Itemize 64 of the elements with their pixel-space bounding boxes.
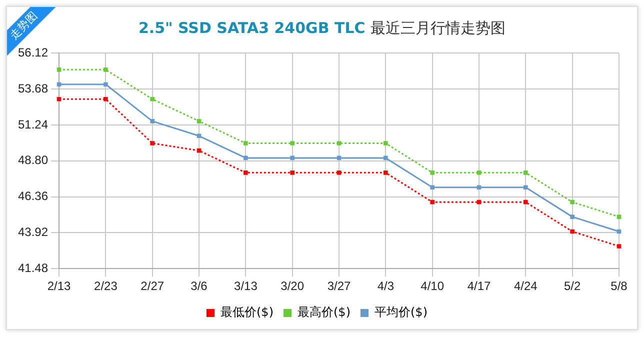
point	[476, 185, 482, 190]
point	[336, 170, 342, 175]
point	[104, 68, 108, 72]
x-tick-label: 2/27	[140, 279, 164, 294]
point	[104, 82, 108, 87]
point	[336, 141, 342, 146]
x-tick-label: 2/23	[94, 279, 118, 294]
point	[290, 170, 295, 175]
legend-label: 最高价($)	[298, 305, 350, 320]
text: 走势图	[7, 9, 40, 42]
point	[476, 200, 482, 204]
x-tick-label: 4/17	[467, 279, 492, 294]
point	[244, 141, 248, 146]
point	[430, 170, 435, 175]
x-tick-label: 4/3	[377, 279, 394, 294]
point	[336, 156, 342, 160]
point	[56, 96, 62, 102]
y-tick-label: 48.80	[18, 153, 48, 168]
point	[384, 170, 388, 175]
point	[56, 68, 62, 72]
point	[616, 229, 622, 234]
x-tick-label: 5/2	[564, 279, 581, 294]
point	[196, 148, 202, 153]
point	[430, 185, 435, 190]
point	[150, 119, 155, 124]
point	[384, 156, 388, 160]
y-tick-label: 53.68	[18, 81, 48, 96]
legend-label: 平均价($)	[374, 305, 428, 320]
x-tick-label: 4/24	[514, 279, 538, 294]
point	[104, 96, 108, 102]
point	[524, 170, 528, 175]
point	[524, 200, 528, 204]
point	[150, 96, 155, 102]
point	[244, 170, 248, 175]
point	[430, 200, 435, 204]
point	[524, 185, 528, 190]
legend-label: 最低价($)	[220, 305, 274, 320]
point	[476, 170, 482, 175]
point	[570, 214, 574, 219]
x-tick-label: 3/6	[190, 279, 208, 294]
x-tick-label: 3/20	[280, 279, 304, 294]
y-tick-label: 41.48	[18, 260, 48, 275]
y-tick-label: 56.12	[18, 46, 48, 60]
point	[570, 200, 574, 204]
point	[290, 156, 295, 160]
point	[150, 141, 155, 146]
y-tick-label: 51.24	[18, 117, 48, 132]
point	[384, 141, 388, 146]
point	[244, 156, 248, 160]
point	[616, 214, 622, 219]
point	[196, 119, 202, 124]
point	[570, 229, 574, 234]
x-tick-label: 4/10	[420, 279, 444, 294]
x-tick-label: 2/13	[47, 279, 72, 294]
y-tick-label: 43.92	[18, 225, 48, 240]
point	[290, 141, 295, 146]
point	[196, 134, 202, 138]
x-tick-label: 3/27	[327, 279, 352, 294]
x-tick-label: 3/13	[234, 279, 258, 294]
chart-title: 2.5" SSD SATA3 240GB TLC 最近三月行情走势图	[138, 19, 506, 37]
point	[616, 244, 622, 248]
point	[56, 82, 62, 87]
x-tick-label: 5/8	[610, 279, 628, 294]
y-tick-label: 46.36	[18, 189, 48, 204]
